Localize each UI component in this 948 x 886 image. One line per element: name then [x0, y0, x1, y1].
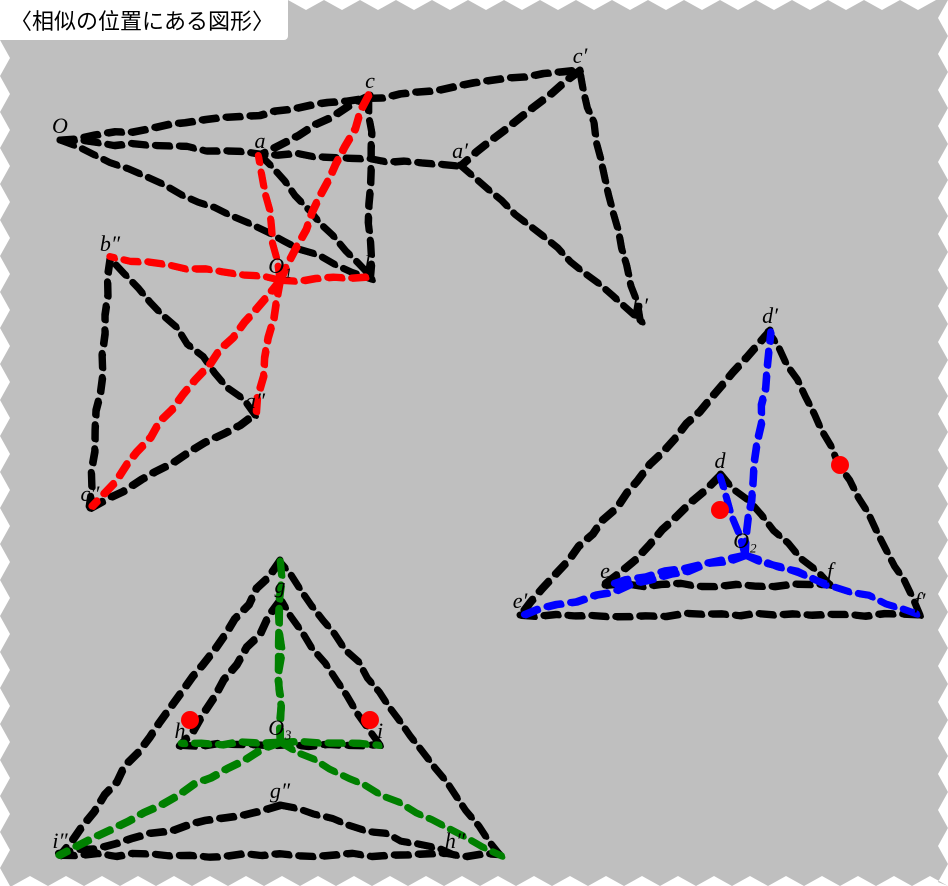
- point-label: f: [827, 558, 833, 584]
- point-label: c: [365, 68, 375, 94]
- accent-dot: [711, 501, 729, 519]
- point-label: e: [600, 558, 610, 584]
- point-label: a′: [452, 138, 468, 164]
- accent-dot: [831, 456, 849, 474]
- segment: [520, 613, 921, 618]
- point-label: h: [175, 718, 186, 744]
- point-label: i: [377, 718, 383, 744]
- point-label: b″: [100, 231, 120, 257]
- point-label: d′: [762, 303, 778, 329]
- point-label: O₁: [268, 253, 292, 279]
- point-label: O: [52, 113, 68, 139]
- diagram-title: 〈相似の位置にある図形〉: [0, 0, 288, 40]
- point-label: b: [365, 251, 376, 277]
- point-label: e′: [513, 588, 528, 614]
- point-label: O₂: [733, 528, 757, 554]
- point-label: g″: [270, 778, 290, 804]
- point-label: d: [715, 448, 726, 474]
- point-label: i″: [52, 828, 67, 854]
- point-label: f′: [915, 588, 926, 614]
- point-label: a: [255, 128, 266, 154]
- diagram-canvas: 〈相似の位置にある図形〉 Oa b c a′ b′ c′ O₁ a″ b″ c″ O₂ d e f d′ e′…: [0, 0, 948, 886]
- point-label: b′: [632, 293, 648, 319]
- point-label: g: [275, 573, 286, 599]
- point-label: c′: [573, 43, 588, 69]
- point-label: a″: [245, 388, 265, 414]
- diagram-svg: [0, 0, 948, 886]
- point-label: O₃: [268, 715, 292, 741]
- point-label: c″: [81, 481, 100, 507]
- point-label: h″: [445, 828, 465, 854]
